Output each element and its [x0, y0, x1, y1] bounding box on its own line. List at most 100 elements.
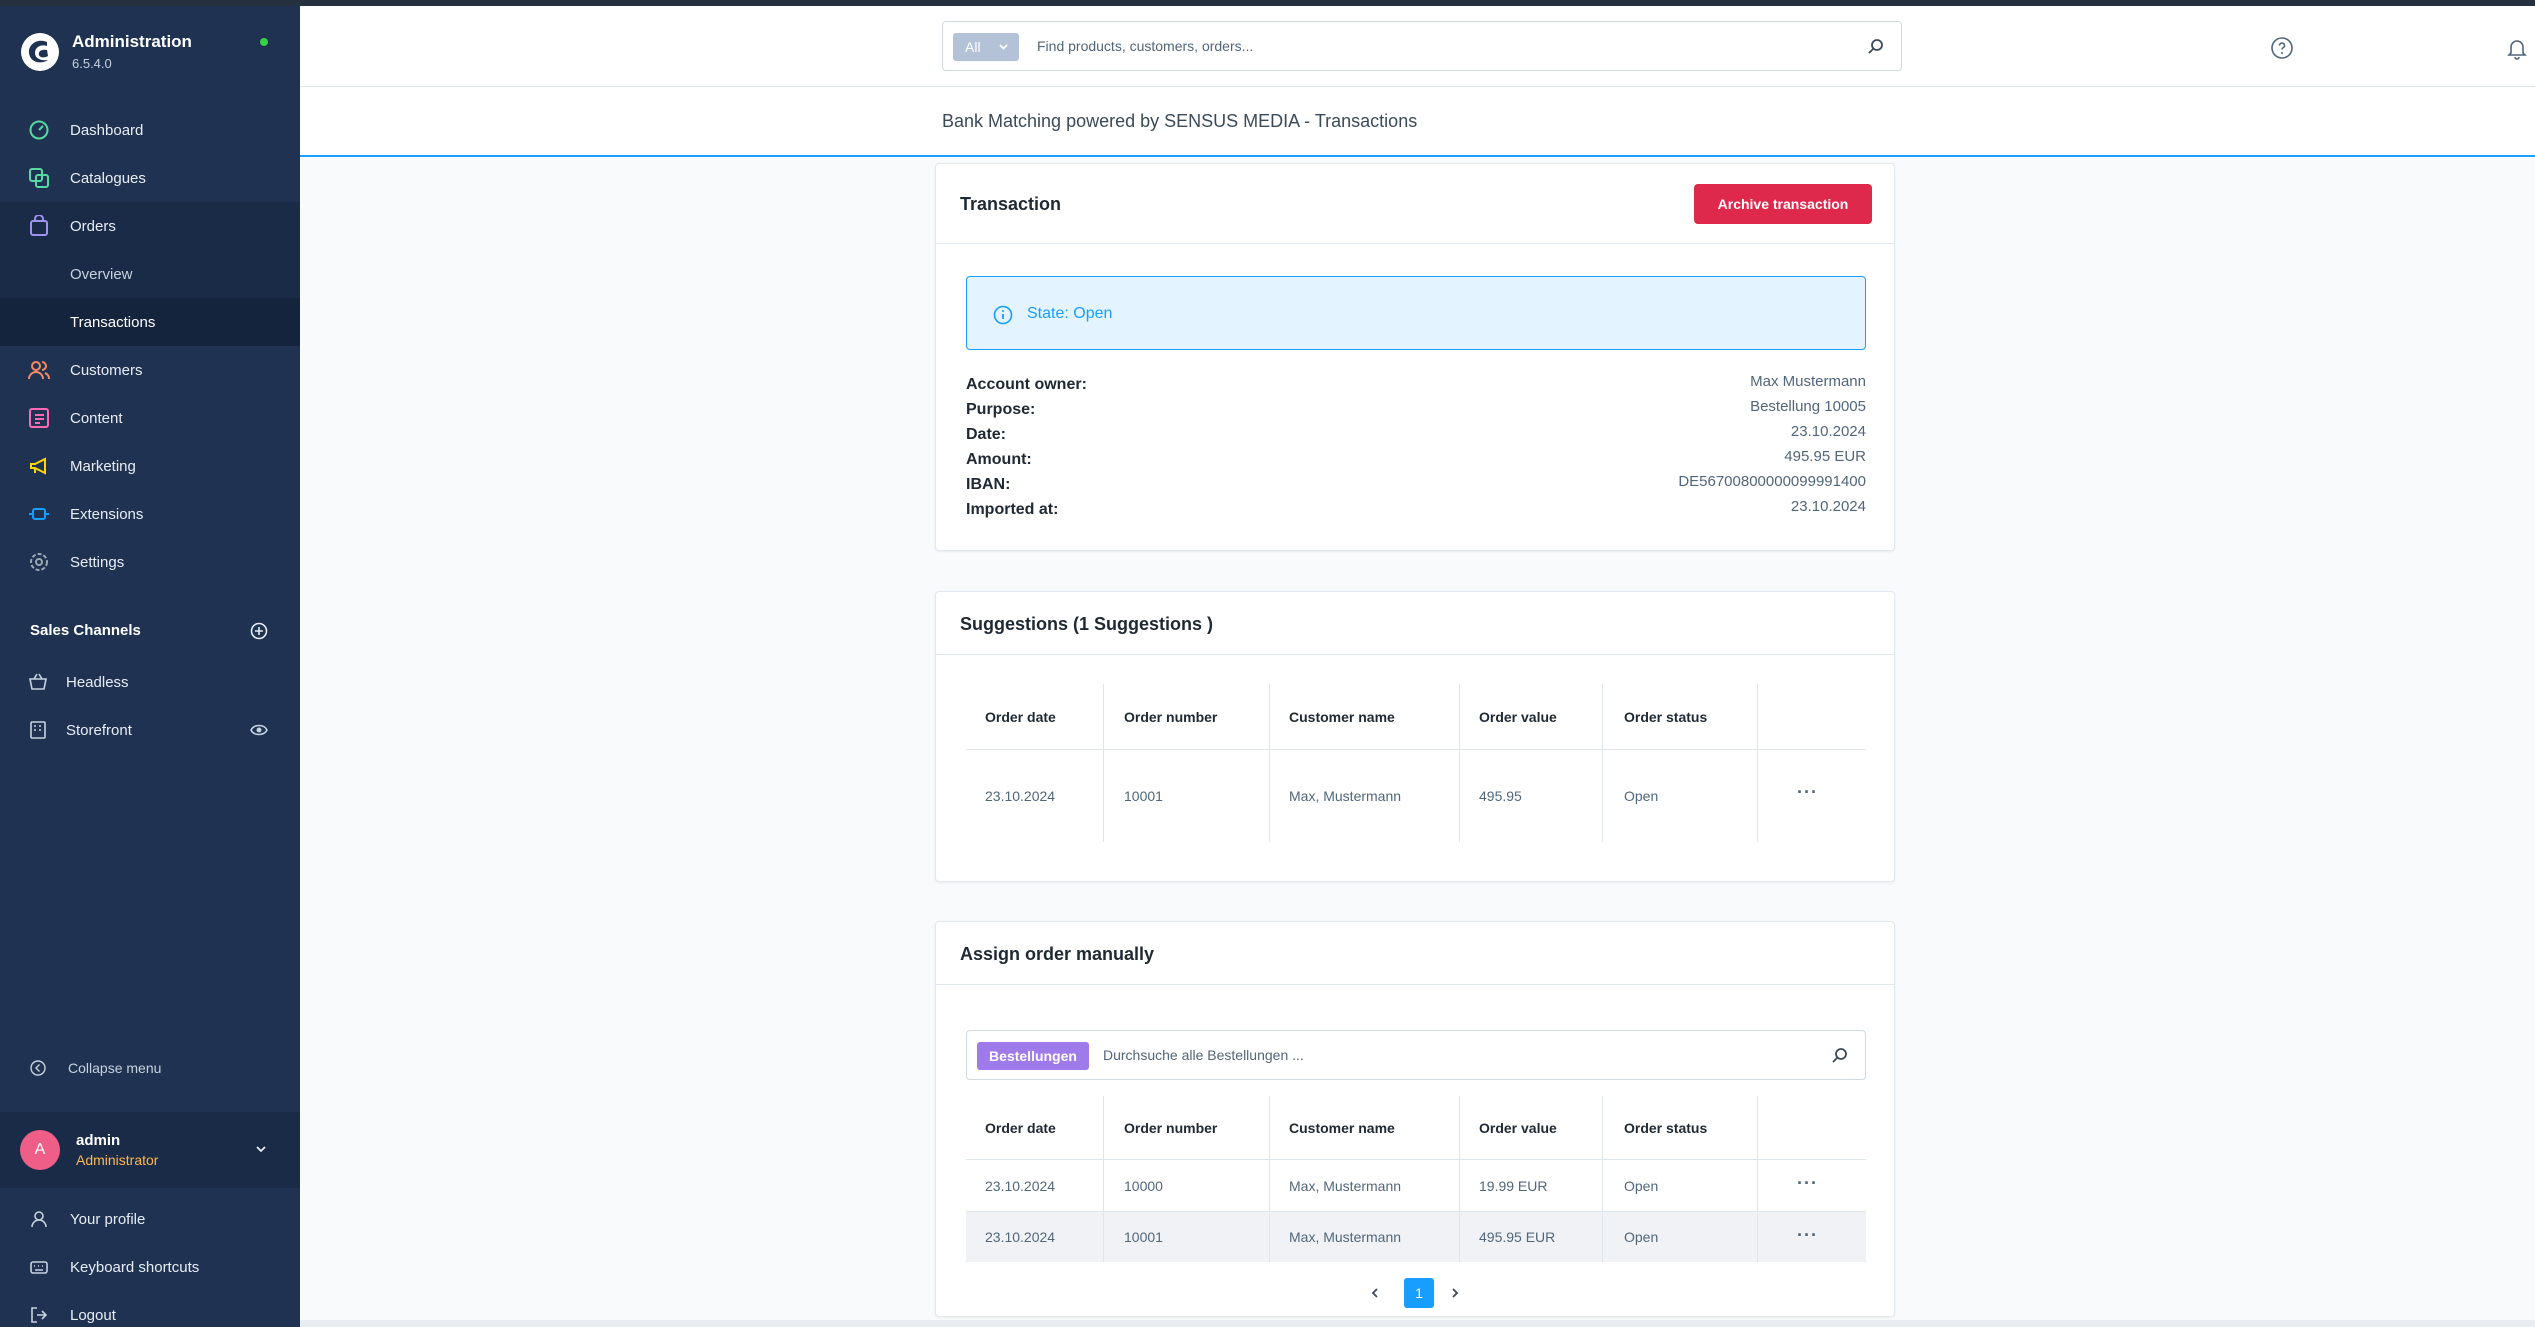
- column-divider: [1103, 684, 1104, 842]
- cell-customer-name: Max, Mustermann: [1289, 788, 1402, 804]
- content-icon: [29, 408, 49, 428]
- cell-order-value: 495.95: [1479, 788, 1522, 804]
- transaction-title: Transaction: [960, 194, 1062, 214]
- field-value: 23.10.2024: [1790, 498, 1866, 515]
- suggestions-card: Suggestions (1 Suggestions ) Order date …: [935, 591, 1895, 882]
- column-header[interactable]: Order number: [1124, 708, 1218, 725]
- cell-order-date: 23.10.2024: [985, 788, 1056, 804]
- global-search[interactable]: All Find products, customers, orders...: [942, 21, 1902, 71]
- column-header[interactable]: Customer name: [1289, 708, 1395, 725]
- extensions-icon: [29, 508, 49, 520]
- column-header[interactable]: Customer name: [1289, 1119, 1395, 1136]
- field-value: Max Mustermann: [1750, 373, 1866, 390]
- main-nav: Dashboard Catalogues Orders Overview Tra…: [0, 106, 300, 586]
- field-label: IBAN:: [966, 476, 1011, 493]
- column-header[interactable]: Order status: [1624, 1119, 1708, 1136]
- nav-dashboard[interactable]: Dashboard: [0, 106, 300, 154]
- search-icon[interactable]: [1831, 1046, 1849, 1064]
- chevron-right-icon[interactable]: [1448, 1286, 1462, 1300]
- nav-extensions[interactable]: Extensions: [0, 490, 300, 538]
- field-value: 23.10.2024: [1790, 423, 1866, 440]
- brand[interactable]: Administration 6.5.4.0: [20, 28, 280, 80]
- page-title: Bank Matching powered by SENSUS MEDIA - …: [942, 111, 1418, 131]
- keyboard-shortcuts-link[interactable]: Keyboard shortcuts: [0, 1244, 300, 1290]
- nav-label: Extensions: [70, 505, 144, 523]
- avatar: A: [20, 1130, 60, 1170]
- eye-icon[interactable]: [250, 722, 268, 738]
- top-header: All Find products, customers, orders...: [300, 6, 2535, 87]
- nav-settings[interactable]: Settings: [0, 538, 300, 586]
- column-header[interactable]: Order status: [1624, 708, 1708, 725]
- cell-order-number: 10000: [1124, 1177, 1163, 1194]
- nav-marketing[interactable]: Marketing: [0, 442, 300, 490]
- user-menu[interactable]: A admin Administrator: [0, 1112, 300, 1188]
- column-header[interactable]: Order value: [1479, 708, 1557, 725]
- field-value: Bestellung 10005: [1750, 398, 1866, 415]
- settings-icon: [30, 553, 48, 571]
- row-actions-icon[interactable]: ···: [1797, 1173, 1818, 1193]
- help-icon[interactable]: [2270, 36, 2294, 60]
- search-icon[interactable]: [1867, 37, 1885, 55]
- column-header[interactable]: Order number: [1124, 1119, 1218, 1136]
- header-divider: [966, 1159, 1866, 1160]
- your-profile-link[interactable]: Your profile: [0, 1196, 300, 1242]
- nav-label: Orders: [70, 217, 116, 235]
- chevron-down-icon[interactable]: [254, 1142, 268, 1156]
- footer-label: Logout: [70, 1306, 116, 1324]
- nav-orders-transactions[interactable]: Transactions: [0, 298, 300, 346]
- field-iban: IBAN: DE56700800000099991400: [966, 473, 1866, 501]
- nav-orders[interactable]: Orders: [0, 202, 300, 250]
- cell-order-status: Open: [1624, 788, 1659, 804]
- assign-order-card: Assign order manually Bestellungen Durch…: [935, 921, 1895, 1317]
- collapse-label: Collapse menu: [68, 1060, 162, 1076]
- footer-label: Your profile: [70, 1210, 146, 1228]
- orders-table: Order date Order number Customer name Or…: [966, 1096, 1866, 1262]
- page-button-current[interactable]: 1: [1404, 1278, 1434, 1308]
- field-value: 495.95 EUR: [1784, 448, 1866, 465]
- suggestions-table: Order date Order number Customer name Or…: [966, 684, 1866, 842]
- sales-channel-headless[interactable]: Headless: [0, 658, 300, 706]
- chevron-left-icon[interactable]: [1368, 1286, 1382, 1300]
- bottom-scroll-area: [300, 1320, 2535, 1327]
- nav-orders-overview[interactable]: Overview: [0, 250, 300, 298]
- row-actions-icon[interactable]: ···: [1797, 782, 1818, 802]
- sales-channel-label: Storefront: [66, 721, 132, 739]
- nav-content[interactable]: Content: [0, 394, 300, 442]
- order-search-scope[interactable]: Bestellungen: [977, 1042, 1089, 1070]
- card-header: Assign order manually: [936, 922, 1894, 985]
- search-scope-select[interactable]: All: [953, 33, 1019, 61]
- catalogues-icon: [29, 168, 49, 188]
- collapse-menu-button[interactable]: Collapse menu: [0, 1046, 300, 1090]
- field-purpose: Purpose: Bestellung 10005: [966, 398, 1866, 426]
- add-sales-channel-icon[interactable]: [250, 622, 268, 640]
- nav-label: Customers: [70, 361, 143, 379]
- notification-bell-icon[interactable]: [2505, 36, 2529, 60]
- search-input[interactable]: Find products, customers, orders...: [1037, 38, 1254, 54]
- column-divider: [1269, 1096, 1270, 1262]
- order-search[interactable]: Bestellungen Durchsuche alle Bestellunge…: [966, 1030, 1866, 1080]
- column-header[interactable]: Order date: [985, 1119, 1056, 1136]
- cell-order-date: 23.10.2024: [985, 1229, 1056, 1245]
- transaction-card: Transaction Archive transaction State: O…: [935, 163, 1895, 551]
- sales-channel-storefront[interactable]: Storefront: [0, 706, 300, 754]
- field-account-owner: Account owner: Max Mustermann: [966, 373, 1866, 401]
- admin-sidebar: Administration 6.5.4.0 Dashboard Catalog…: [0, 6, 300, 1327]
- column-divider: [1757, 684, 1758, 842]
- field-date: Date: 23.10.2024: [966, 423, 1866, 451]
- state-alert: State: Open: [966, 276, 1866, 350]
- cell-order-status: Open: [1624, 1229, 1659, 1245]
- archive-transaction-button[interactable]: Archive transaction: [1694, 184, 1872, 224]
- cell-customer-name: Max, Mustermann: [1289, 1177, 1402, 1194]
- nav-customers[interactable]: Customers: [0, 346, 300, 394]
- cell-order-value: 495.95 EUR: [1479, 1229, 1556, 1245]
- row-actions-icon[interactable]: ···: [1797, 1225, 1818, 1245]
- chevron-down-icon: [999, 44, 1008, 50]
- nav-catalogues[interactable]: Catalogues: [0, 154, 300, 202]
- logout-link[interactable]: Logout: [0, 1292, 300, 1327]
- order-search-input[interactable]: Durchsuche alle Bestellungen ...: [1103, 1047, 1304, 1063]
- field-imported-at: Imported at: 23.10.2024: [966, 498, 1866, 526]
- orders-icon: [30, 215, 48, 236]
- column-header[interactable]: Order date: [985, 708, 1056, 725]
- field-label: Account owner:: [966, 376, 1087, 393]
- column-header[interactable]: Order value: [1479, 1119, 1557, 1136]
